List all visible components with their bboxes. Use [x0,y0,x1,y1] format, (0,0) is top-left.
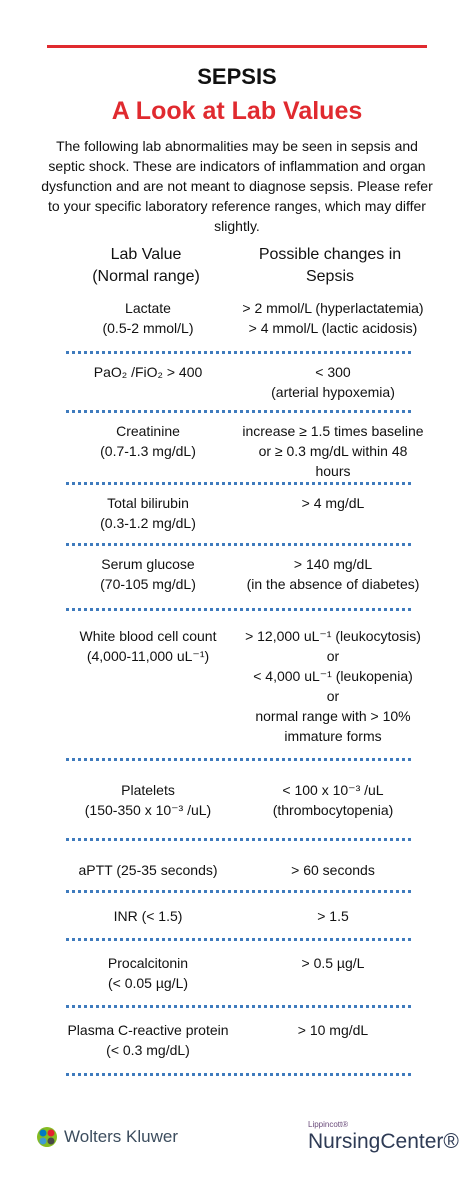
sepsis-change-line: > 0.5 µg/L [301,955,365,971]
lab-value-cell: Creatinine (0.7-1.3 mg/dL) [48,421,248,461]
lab-value-line: (< 0.05 µg/L) [107,975,189,991]
dotted-divider [66,838,411,841]
sepsis-change-line: > 140 mg/dL [293,556,373,572]
dotted-divider [66,543,411,546]
lab-value-cell: Plasma C-reactive protein (< 0.3 mg/dL) [48,1020,248,1060]
lab-value-line: PaO₂ /FiO₂ > 400 [93,364,203,380]
sepsis-change-cell: increase ≥ 1.5 times baseline or ≥ 0.3 mg… [228,421,438,481]
column-header-sepsis-line1: Possible changes in [258,246,402,263]
sepsis-change-cell: > 10 mg/dL [228,1020,438,1040]
lab-value-line: Total bilirubin [107,495,189,511]
dotted-divider [66,758,411,761]
column-header-lab-value: Lab Value (Normal range) [56,244,236,288]
sepsis-change-cell: > 60 seconds [228,860,438,880]
lab-value-cell: Procalcitonin (< 0.05 µg/L) [48,953,248,993]
wolters-kluwer-globe-icon [37,1127,57,1147]
dotted-divider [66,1005,411,1008]
sepsis-change-line: or [326,688,340,704]
wolters-kluwer-logo: Wolters Kluwer [36,1126,178,1148]
sepsis-change-cell: > 2 mmol/L (hyperlactatemia) > 4 mmol/L (… [228,298,438,338]
lab-value-line: Plasma C-reactive protein [67,1022,229,1038]
lab-value-cell: INR (< 1.5) [48,906,248,926]
sepsis-change-line: > 60 seconds [291,862,375,878]
sepsis-change-cell: > 0.5 µg/L [228,953,438,973]
page-title: SEPSIS [197,64,277,89]
intro-paragraph: The following lab abnormalities may be s… [41,138,433,234]
lab-value-line: Platelets [121,782,175,798]
lab-value-cell: PaO₂ /FiO₂ > 400 [48,362,248,382]
dotted-divider [66,938,411,941]
sepsis-change-line: < 100 x 10⁻³ /uL [282,782,384,798]
lab-value-cell: aPTT (25-35 seconds) [48,860,248,880]
lab-value-line: Creatinine [116,423,180,439]
column-header-lab-value-line1: Lab Value [110,246,182,263]
sepsis-change-line: or ≥ 0.3 mg/dL within 48 [258,443,408,459]
sepsis-change-cell: > 140 mg/dL (in the absence of diabetes) [228,554,438,594]
sepsis-change-line: immature forms [284,728,382,744]
sepsis-change-cell: > 4 mg/dL [228,493,438,513]
sepsis-change-line: hours [315,463,351,479]
dotted-divider [66,410,411,413]
sepsis-change-line: increase ≥ 1.5 times baseline [242,423,424,439]
nursing-center-text: NursingCenter® [308,1130,459,1153]
column-header-lab-value-line2: (Normal range) [92,268,200,285]
lab-value-line: (0.5-2 mmol/L) [102,320,194,336]
page-subtitle: A Look at Lab Values [111,97,363,125]
dotted-divider [66,890,411,893]
sepsis-change-cell: < 300 (arterial hypoxemia) [228,362,438,402]
lab-value-line: Serum glucose [101,556,195,572]
lab-value-line: INR (< 1.5) [113,908,183,924]
sepsis-change-line: normal range with > 10% [255,708,411,724]
sepsis-change-cell: > 12,000 uL⁻¹ (leukocytosis) or < 4,000 uL… [228,626,438,746]
sepsis-change-line: (thrombocytopenia) [272,802,394,818]
sepsis-change-line: > 4 mmol/L (lactic acidosis) [248,320,418,336]
lab-value-line: (4,000-11,000 uL⁻¹) [86,648,210,664]
lab-value-line: (0.7-1.3 mg/dL) [100,443,196,459]
sepsis-change-line: < 4,000 uL⁻¹ (leukopenia) [253,668,413,684]
lab-value-cell: Total bilirubin (0.3-1.2 mg/dL) [48,493,248,533]
sepsis-change-line: > 4 mg/dL [301,495,365,511]
sepsis-change-cell: < 100 x 10⁻³ /uL (thrombocytopenia) [228,780,438,820]
sepsis-change-line: > 10 mg/dL [297,1022,369,1038]
dotted-divider [66,482,411,485]
lab-value-cell: Platelets (150-350 x 10⁻³ /uL) [48,780,248,820]
sepsis-change-line: > 12,000 uL⁻¹ (leukocytosis) [245,628,421,644]
lab-value-line: aPTT (25-35 seconds) [78,862,218,878]
sepsis-change-line: (arterial hypoxemia) [271,384,395,400]
sepsis-change-line: or [326,648,340,664]
lab-value-cell: Serum glucose (70-105 mg/dL) [48,554,248,594]
dotted-divider [66,608,411,611]
lab-value-line: (150-350 x 10⁻³ /uL) [84,802,212,818]
lab-value-line: Procalcitonin [107,955,189,971]
wolters-kluwer-text: Wolters Kluwer [64,1127,178,1146]
lab-value-cell: White blood cell count (4,000-11,000 uL⁻¹… [48,626,248,666]
lab-value-line: (< 0.3 mg/dL) [106,1042,190,1058]
sepsis-change-line: (in the absence of diabetes) [246,576,420,592]
sepsis-change-line: < 300 [315,364,351,380]
sepsis-change-line: > 2 mmol/L (hyperlactatemia) [242,300,424,316]
sepsis-change-line: > 1.5 [317,908,349,924]
lab-value-line: White blood cell count [79,628,217,644]
lippincott-text: Lippincott® [308,1120,349,1129]
column-header-sepsis-line2: Sepsis [305,268,355,285]
lab-value-line: (70-105 mg/dL) [100,576,196,592]
lab-value-line: Lactate [125,300,171,316]
lab-value-line: (0.3-1.2 mg/dL) [100,515,196,531]
dotted-divider [66,1073,411,1076]
column-header-sepsis-changes: Possible changes in Sepsis [232,244,428,288]
nursing-center-logo: Lippincott® NursingCenter® [308,1120,459,1154]
lab-value-cell: Lactate (0.5-2 mmol/L) [48,298,248,338]
top-red-rule [47,45,427,48]
dotted-divider [66,351,411,354]
sepsis-change-cell: > 1.5 [228,906,438,926]
